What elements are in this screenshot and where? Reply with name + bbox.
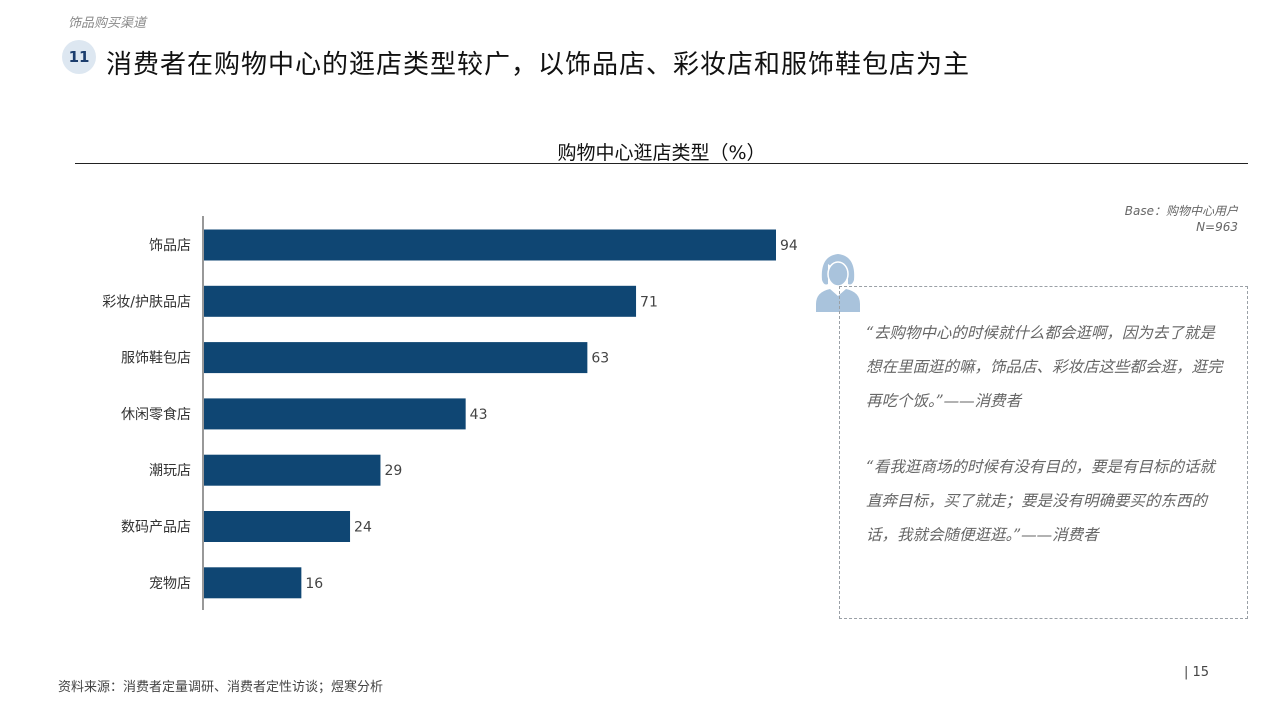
- page-number: | 15: [1184, 665, 1210, 680]
- base-note-sample-size: N=963: [1196, 220, 1238, 234]
- category-label: 宠物店: [149, 576, 191, 592]
- data-label: 94: [780, 238, 798, 254]
- category-label: 彩妆/护肤品店: [102, 294, 191, 310]
- consumer-quote: “去购物中心的时候就什么都会逛啊，因为去了就是想在里面逛的嘛，饰品店、彩妆店这些…: [866, 324, 1223, 410]
- title-divider: [75, 163, 1248, 164]
- slide-number-badge: 11: [62, 40, 96, 74]
- bar: [204, 511, 351, 542]
- data-label: 71: [640, 294, 658, 310]
- bar: [204, 285, 637, 317]
- consumer-quote: “看我逛商场的时候有没有目的，要是有目标的话就直奔目标，买了就走；要是没有明确要…: [866, 458, 1215, 544]
- category-label: 休闲零食店: [121, 406, 191, 423]
- category-label: 饰品店: [149, 238, 191, 254]
- bar: [204, 342, 588, 374]
- bar-chart: 饰品店 94 彩妆/护肤品店 71 服饰鞋包店 63 休闲零食店 43 潮玩店 29 数码产品店 24…: [102, 216, 798, 610]
- chart-title: 购物中心逛店类型（%）: [557, 142, 766, 164]
- data-label: 43: [470, 407, 488, 423]
- category-label: 数码产品店: [121, 520, 191, 536]
- consumer-avatar-icon: [812, 250, 864, 312]
- category-label: 服饰鞋包店: [121, 351, 191, 367]
- base-note-label: Base：购物中心用户: [1124, 204, 1238, 218]
- category-label: 潮玩店: [149, 463, 191, 479]
- base-note: Base：购物中心用户 N=963: [1125, 203, 1238, 235]
- data-label: 24: [354, 520, 372, 536]
- bar: [204, 398, 466, 430]
- source-note: 资料来源：消费者定量调研、消费者定性访谈；煜寒分析: [58, 680, 384, 695]
- data-label: 29: [384, 463, 402, 479]
- quote-box: [839, 286, 1248, 619]
- bar: [204, 229, 776, 261]
- data-label: 16: [305, 576, 323, 592]
- page-title: 消费者在购物中心的逛店类型较广，以饰品店、彩妆店和服饰鞋包店为主: [106, 50, 971, 80]
- data-label: 63: [591, 351, 609, 367]
- breadcrumb: 饰品购买渠道: [68, 16, 147, 31]
- bar: [204, 454, 381, 486]
- bar: [204, 567, 302, 599]
